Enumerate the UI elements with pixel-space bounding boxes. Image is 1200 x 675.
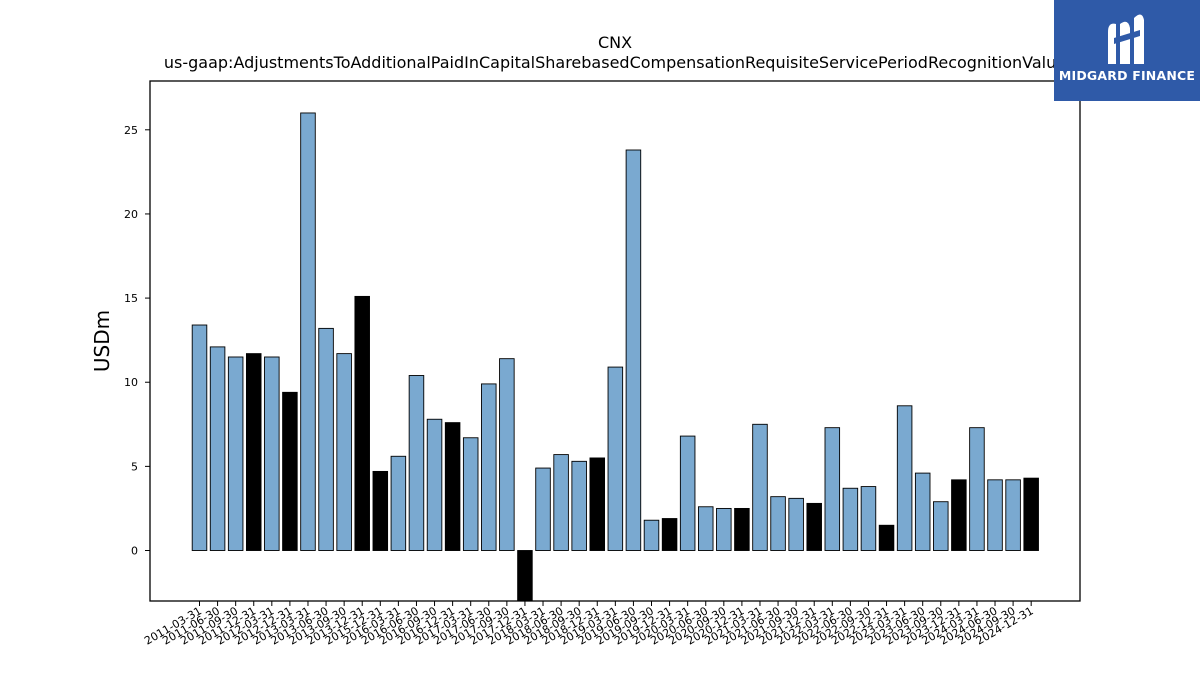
bar-2024-12-31 [1023,477,1039,551]
bar-2016-06-30 [408,375,425,551]
bars-group [191,112,1039,602]
bar-2023-09-30 [933,501,949,551]
y-tick-label: 0 [131,545,138,558]
bar-2021-09-30 [788,497,804,551]
bar-2013-09-30 [336,353,352,551]
bar-2022-03-31 [824,427,841,551]
bar-2016-12-31 [444,422,461,551]
y-tick-label: 10 [124,376,138,389]
bar-2017-06-30 [481,383,497,551]
bar-2012-12-31 [282,391,298,551]
bar-2018-09-30 [571,460,587,551]
chart-title: CNX [598,33,632,52]
bar-2015-12-31 [372,470,389,551]
bar-2021-03-31 [752,423,768,551]
bar-2012-03-31 [264,356,280,551]
y-tick-label: 25 [124,124,138,137]
bar-2020-09-30 [716,507,732,551]
bar-2013-12-31 [354,295,370,551]
bar-2023-03-31 [896,405,913,551]
bar-2021-12-31 [806,502,822,551]
bar-2022-09-30 [860,486,877,551]
bar-2022-06-30 [842,487,859,551]
bar-2019-06-30 [625,149,642,551]
logo-text: MIDGARD FINANCE [1058,68,1196,83]
bar-2018-06-30 [553,454,569,551]
bar-2021-06-30 [770,496,786,551]
bar-2011-03-31 [191,324,208,551]
bar-2013-06-30 [318,327,334,551]
y-axis-label: USDm [90,310,114,372]
y-tick-label: 5 [131,460,138,473]
bar-2024-03-31 [969,427,985,551]
bar-2018-03-31 [535,467,551,551]
bar-2024-06-30 [987,479,1003,551]
bar-2020-06-30 [697,506,714,551]
bar-2011-06-30 [209,346,226,551]
bar-2023-12-31 [951,479,967,551]
y-tick-label: 15 [124,292,138,305]
bar-2019-03-31 [607,366,624,551]
midgard-logo-icon [1108,14,1144,65]
bar-2017-03-31 [462,437,479,551]
bar-2023-06-30 [914,472,931,551]
bar-2018-12-31 [589,457,606,551]
bar-2016-09-30 [426,418,443,551]
bar-2019-12-31 [661,518,678,551]
y-tick-label: 20 [124,208,138,221]
bar-2019-09-30 [643,519,660,551]
bar-2011-12-31 [245,353,262,551]
bar-2017-09-30 [499,358,515,551]
plot-frame [149,80,1081,602]
bar-2016-03-31 [390,455,407,551]
chart-subtitle: us-gaap:AdjustmentsToAdditionalPaidInCap… [164,53,1066,72]
bar-2020-12-31 [734,507,750,551]
bar-2017-12-31 [517,550,533,602]
x-axis-ticks: 2011-03-312011-06-302011-09-302011-12-31… [142,601,1036,648]
bar-2024-09-30 [1005,479,1021,551]
y-axis-ticks: 0 5 10 15 20 25 [124,124,150,558]
midgard-finance-logo: MIDGARD FINANCE [1054,0,1200,101]
bar-2022-12-31 [878,524,895,551]
bar-2013-03-31 [300,112,316,551]
bar-2020-03-31 [679,435,696,551]
bar-2011-09-30 [227,356,244,551]
